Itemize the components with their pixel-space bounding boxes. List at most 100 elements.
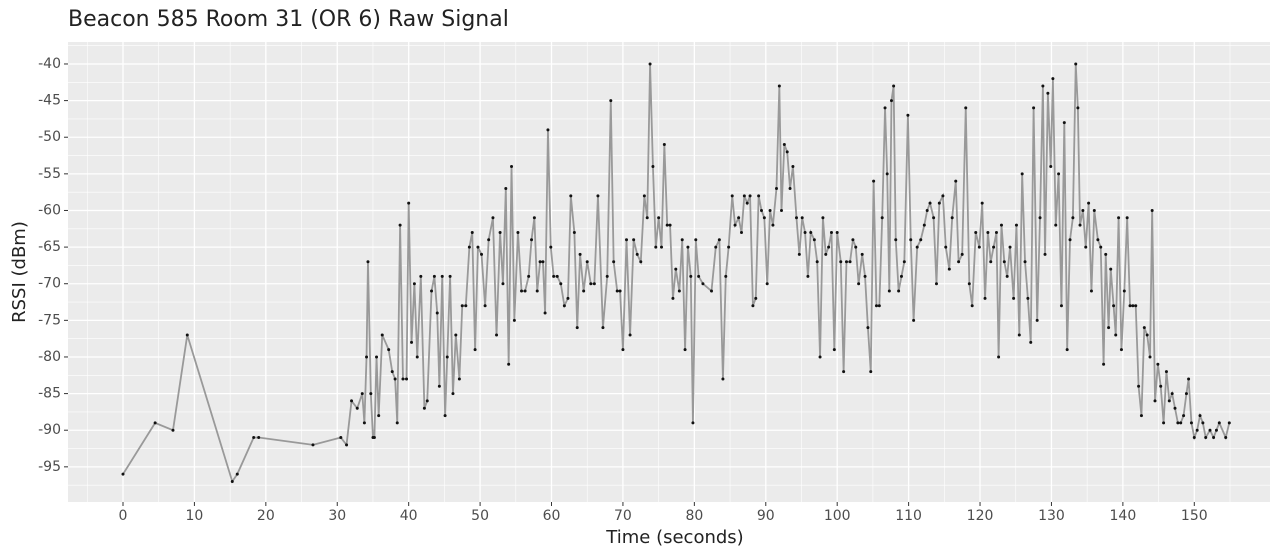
signal-point: [803, 230, 807, 234]
x-tick-label: 140: [1110, 508, 1137, 524]
signal-point: [832, 348, 836, 352]
signal-point: [1096, 238, 1100, 242]
signal-point: [1137, 384, 1141, 388]
signal-point: [842, 370, 846, 374]
signal-point: [1078, 223, 1082, 227]
signal-point: [1182, 414, 1186, 418]
signal-point: [257, 436, 261, 440]
signal-point: [824, 252, 828, 256]
x-axis-label: Time (seconds): [605, 527, 743, 548]
signal-point: [915, 245, 919, 249]
signal-point: [498, 230, 502, 234]
signal-point: [957, 260, 961, 264]
signal-point: [754, 296, 758, 300]
signal-point: [1128, 304, 1132, 308]
signal-point: [615, 289, 619, 293]
signal-point: [751, 304, 755, 308]
signal-point: [771, 223, 775, 227]
signal-point: [1038, 216, 1042, 220]
signal-point: [1068, 238, 1072, 242]
signal-point: [674, 267, 678, 271]
signal-point: [171, 428, 175, 432]
signal-point: [1102, 362, 1106, 366]
chart-title: Beacon 585 Room 31 (OR 6) Raw Signal: [68, 7, 509, 32]
signal-point: [937, 201, 941, 205]
signal-point: [880, 216, 884, 220]
signal-point: [398, 223, 402, 227]
signal-point: [677, 289, 681, 293]
signal-point: [1189, 421, 1193, 425]
signal-point: [680, 238, 684, 242]
signal-point: [797, 252, 801, 256]
signal-point: [974, 230, 978, 234]
signal-point: [345, 443, 349, 447]
signal-point: [470, 230, 474, 234]
signal-point: [863, 274, 867, 278]
signal-point: [390, 370, 394, 374]
signal-point: [1198, 414, 1202, 418]
signal-point: [552, 274, 556, 278]
signal-point: [562, 304, 566, 308]
x-tick-label: 60: [543, 508, 561, 524]
signal-point: [1099, 245, 1103, 249]
signal-point: [339, 436, 343, 440]
signal-point: [660, 245, 664, 249]
signal-point: [532, 216, 536, 220]
signal-point: [821, 216, 825, 220]
y-tick-label: -70: [38, 276, 61, 292]
signal-point: [1046, 91, 1050, 95]
signal-point: [774, 186, 778, 190]
signal-point: [609, 99, 613, 103]
signal-point: [435, 311, 439, 315]
signal-point: [800, 216, 804, 220]
signal-point: [733, 223, 737, 227]
signal-point: [1167, 399, 1171, 403]
x-tick-label: 50: [471, 508, 489, 524]
x-tick-label: 130: [1038, 508, 1065, 524]
signal-point: [691, 421, 695, 425]
signal-point: [1020, 172, 1024, 176]
signal-point: [1148, 355, 1152, 359]
signal-point: [762, 216, 766, 220]
signal-point: [989, 260, 993, 264]
signal-point: [960, 252, 964, 256]
x-tick-label: 30: [328, 508, 346, 524]
signal-point: [541, 260, 545, 264]
signal-point: [585, 260, 589, 264]
x-tick-label: 120: [967, 508, 994, 524]
signal-point: [1179, 421, 1183, 425]
signal-point: [759, 208, 763, 212]
signal-point: [1170, 392, 1174, 396]
signal-point: [405, 377, 409, 381]
signal-point: [362, 421, 366, 425]
signal-point: [665, 223, 669, 227]
signal-point: [806, 274, 810, 278]
y-tick-label: -75: [38, 312, 61, 328]
signal-point: [1119, 348, 1123, 352]
signal-point: [717, 238, 721, 242]
signal-point: [419, 274, 423, 278]
signal-point: [366, 260, 370, 264]
signal-point: [980, 201, 984, 205]
signal-point: [654, 245, 658, 249]
signal-point: [1204, 436, 1208, 440]
signal-point: [566, 296, 570, 300]
signal-point: [925, 208, 929, 212]
signal-point: [1208, 428, 1212, 432]
x-tick-label: 20: [257, 508, 275, 524]
signal-point: [543, 311, 547, 315]
signal-point: [1014, 223, 1018, 227]
signal-point: [899, 274, 903, 278]
signal-point: [919, 238, 923, 242]
signal-point: [671, 296, 675, 300]
signal-point: [516, 230, 520, 234]
signal-point: [1224, 436, 1228, 440]
signal-point: [578, 252, 582, 256]
signal-point: [235, 472, 239, 476]
signal-point: [1125, 216, 1129, 220]
signal-point: [866, 326, 870, 330]
signal-point: [648, 62, 652, 66]
signal-point: [230, 479, 234, 483]
signal-point: [621, 348, 625, 352]
signal-point: [589, 282, 593, 286]
